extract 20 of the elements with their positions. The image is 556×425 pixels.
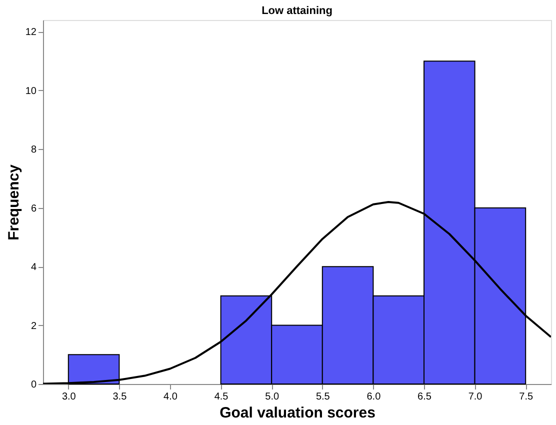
x-tick-label: 3.0 <box>62 392 76 402</box>
x-tick-label: 4.5 <box>214 392 229 402</box>
x-tick-label: 4.0 <box>164 392 178 402</box>
x-tick-label: 3.5 <box>112 392 128 402</box>
y-tick-label: 12 <box>25 27 37 38</box>
x-tick-label: 6.5 <box>418 392 432 402</box>
y-tick-label: 2 <box>30 320 37 332</box>
x-tick-label: 6.0 <box>366 392 382 402</box>
y-tick-label: 0 <box>30 380 37 390</box>
x-axis-title: Goal valuation scores <box>220 404 376 422</box>
y-tick-label: 10 <box>25 86 37 97</box>
y-axis-title: Frequency <box>5 164 22 240</box>
y-tick-label: 4 <box>30 262 37 274</box>
y-tick-label: 6 <box>30 203 37 214</box>
x-tick-label: 7.0 <box>468 392 483 402</box>
chart-title: Low attaining <box>262 5 332 17</box>
x-tick-label: 5.0 <box>265 392 280 402</box>
x-tick-label: 7.5 <box>519 392 534 402</box>
x-tick-label: 5.5 <box>316 392 330 402</box>
y-tick-label: 8 <box>30 144 37 156</box>
